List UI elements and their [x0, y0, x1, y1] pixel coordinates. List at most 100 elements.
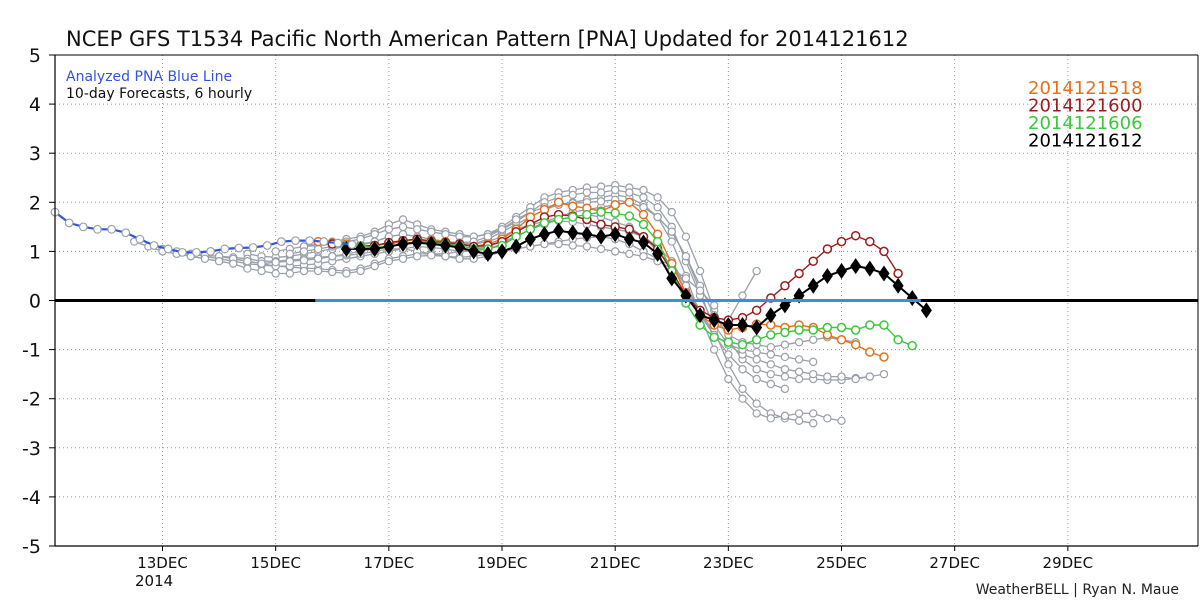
older-forecast-point — [271, 258, 280, 267]
y-tick-label: -2 — [22, 389, 41, 411]
series-point-diamond — [595, 228, 607, 245]
older-forecast-point — [653, 193, 662, 202]
older-forecast-point — [229, 259, 238, 268]
older-forecast-point — [398, 215, 408, 224]
older-forecast-point — [497, 225, 507, 234]
series-point — [596, 219, 606, 230]
older-forecast-point — [837, 416, 846, 425]
series-point-diamond — [892, 277, 904, 294]
older-forecast-point — [809, 419, 818, 428]
older-forecast-point — [794, 416, 804, 425]
older-forecast-point — [285, 269, 295, 278]
series-point — [879, 246, 889, 257]
older-forecast-point — [710, 301, 719, 310]
x-tick-label: 13DEC — [137, 554, 188, 572]
x-tick-label: 27DEC — [929, 554, 980, 572]
older-forecast-point — [766, 369, 775, 379]
older-forecast-point — [384, 225, 394, 234]
analysis-point — [163, 244, 173, 254]
series-point — [567, 212, 578, 222]
older-forecast-point — [851, 374, 860, 384]
analysis-point — [319, 237, 329, 246]
forecast-series-layer — [313, 197, 932, 362]
series-point-diamond — [355, 240, 367, 257]
series-point-diamond — [383, 238, 395, 255]
older-forecast-point — [625, 249, 634, 259]
older-forecast-point — [809, 409, 818, 418]
older-forecast-point — [653, 203, 662, 212]
older-forecast-point — [582, 188, 592, 197]
series-point — [822, 322, 833, 333]
older-forecast-point — [667, 237, 676, 246]
older-forecast-point — [653, 212, 662, 222]
series-point — [624, 197, 635, 208]
analysis-point — [206, 246, 216, 256]
x-axis-year: 2014 — [135, 572, 173, 590]
series-point — [638, 209, 649, 220]
older-forecast-point — [257, 259, 266, 268]
older-forecast-point — [441, 230, 450, 239]
legend-entry: 2014121518 — [1028, 78, 1143, 99]
older-forecast-point — [511, 215, 521, 224]
older-forecast-point — [285, 249, 295, 259]
older-forecast-point — [780, 411, 790, 421]
older-forecast-point — [681, 252, 691, 261]
series-point — [596, 207, 606, 217]
y-tick-label: -1 — [22, 340, 41, 362]
series-point — [836, 322, 847, 333]
older-forecast-point — [356, 266, 365, 276]
older-forecast-point — [738, 384, 747, 394]
series-point-diamond — [553, 222, 565, 239]
older-forecast-point — [794, 355, 804, 364]
older-forecast-point — [370, 230, 379, 239]
series-point-diamond — [765, 307, 777, 324]
analysis-point — [220, 244, 230, 254]
y-tick-label: 2 — [29, 192, 41, 214]
series-point-diamond — [751, 319, 763, 336]
older-forecast-point — [752, 374, 761, 384]
older-forecast-point — [610, 247, 620, 256]
older-forecast-point — [370, 261, 379, 271]
older-forecast-point — [427, 251, 436, 260]
subtitle-forecasts: 10-day Forecasts, 6 hourly — [66, 86, 252, 102]
older-forecast-point — [441, 252, 450, 261]
series-point — [865, 347, 875, 357]
older-forecast-point — [299, 247, 309, 256]
series-point-diamond — [637, 234, 649, 251]
series-point — [850, 230, 861, 241]
axis-layer: 5 4 3 2 1 0 -1 -2 -3 -4 -5 13DEC 15DEC 17DEC 19DEC 21DE… — [22, 45, 1199, 572]
series-point — [652, 236, 663, 247]
older-forecast-point — [809, 335, 818, 344]
older-forecast-point — [328, 252, 337, 261]
series-point — [610, 208, 620, 218]
older-forecast-point — [568, 190, 577, 200]
analysis-line — [54, 211, 353, 254]
y-tick-label: 0 — [29, 291, 41, 313]
older-forecast-point — [809, 357, 818, 367]
older-forecast-point — [752, 409, 761, 418]
older-forecast-point — [823, 414, 832, 423]
older-forecast-point — [412, 252, 422, 261]
older-forecast-point — [214, 257, 224, 266]
series-point — [638, 219, 649, 230]
older-forecast-point — [780, 365, 790, 374]
series-point — [751, 305, 762, 316]
x-tick-label: 25DEC — [816, 554, 867, 572]
series-point — [737, 339, 748, 350]
series-point — [624, 211, 635, 221]
older-forecast-point — [879, 369, 889, 379]
older-forecast-point — [299, 256, 309, 265]
series-point — [850, 325, 861, 335]
series-point — [751, 335, 762, 345]
analysis-point — [177, 247, 187, 257]
analysis-point — [93, 224, 102, 234]
older-forecast-point — [724, 374, 733, 384]
older-forecast-point — [780, 372, 790, 381]
series-point-diamond — [722, 317, 734, 334]
series-point — [836, 335, 847, 345]
older-forecast-point — [342, 269, 351, 278]
series-point-diamond — [524, 231, 536, 248]
series-point — [907, 340, 917, 351]
series-point-diamond — [864, 260, 876, 277]
analysis-point — [333, 238, 343, 248]
